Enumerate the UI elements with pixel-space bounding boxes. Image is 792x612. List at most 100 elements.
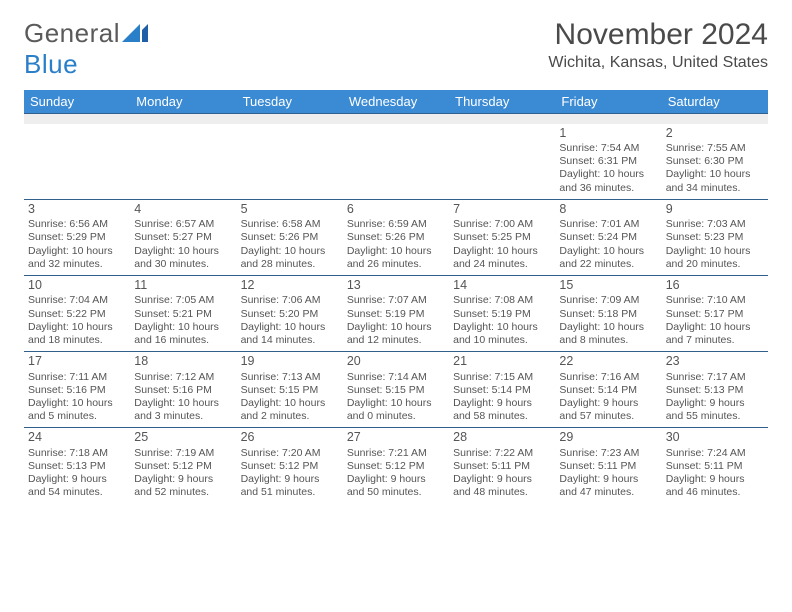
daylight-label: Daylight: 10 hours and 8 minutes. bbox=[559, 321, 657, 347]
day-cell: 4Sunrise: 6:57 AMSunset: 5:27 PMDaylight… bbox=[130, 199, 236, 275]
sunrise-label: Sunrise: 7:05 AM bbox=[134, 294, 232, 307]
sunset-label: Sunset: 5:13 PM bbox=[28, 460, 126, 473]
day-number: 18 bbox=[134, 354, 232, 370]
daylight-label: Daylight: 9 hours and 52 minutes. bbox=[134, 473, 232, 499]
weekday-monday: Monday bbox=[130, 90, 236, 114]
sunset-label: Sunset: 6:30 PM bbox=[666, 155, 764, 168]
sunset-label: Sunset: 5:19 PM bbox=[347, 308, 445, 321]
day-cell: 7Sunrise: 7:00 AMSunset: 5:25 PMDaylight… bbox=[449, 199, 555, 275]
sunrise-label: Sunrise: 7:55 AM bbox=[666, 142, 764, 155]
day-cell bbox=[449, 124, 555, 200]
logo-text-general: General bbox=[24, 18, 120, 48]
daylight-label: Daylight: 9 hours and 48 minutes. bbox=[453, 473, 551, 499]
daylight-label: Daylight: 10 hours and 3 minutes. bbox=[134, 397, 232, 423]
sunset-label: Sunset: 5:20 PM bbox=[241, 308, 339, 321]
day-cell: 27Sunrise: 7:21 AMSunset: 5:12 PMDayligh… bbox=[343, 428, 449, 504]
sunrise-label: Sunrise: 7:13 AM bbox=[241, 371, 339, 384]
day-number: 11 bbox=[134, 278, 232, 294]
day-cell: 24Sunrise: 7:18 AMSunset: 5:13 PMDayligh… bbox=[24, 428, 130, 504]
week-row: 17Sunrise: 7:11 AMSunset: 5:16 PMDayligh… bbox=[24, 351, 768, 427]
day-number: 8 bbox=[559, 202, 657, 218]
weekday-tuesday: Tuesday bbox=[237, 90, 343, 114]
sunset-label: Sunset: 5:12 PM bbox=[241, 460, 339, 473]
sunrise-label: Sunrise: 7:00 AM bbox=[453, 218, 551, 231]
day-cell: 9Sunrise: 7:03 AMSunset: 5:23 PMDaylight… bbox=[662, 199, 768, 275]
day-number: 14 bbox=[453, 278, 551, 294]
daylight-label: Daylight: 10 hours and 22 minutes. bbox=[559, 245, 657, 271]
sunset-label: Sunset: 6:31 PM bbox=[559, 155, 657, 168]
day-number: 4 bbox=[134, 202, 232, 218]
sunset-label: Sunset: 5:11 PM bbox=[453, 460, 551, 473]
day-number: 29 bbox=[559, 430, 657, 446]
day-number: 26 bbox=[241, 430, 339, 446]
day-number: 22 bbox=[559, 354, 657, 370]
day-cell: 23Sunrise: 7:17 AMSunset: 5:13 PMDayligh… bbox=[662, 351, 768, 427]
sunset-label: Sunset: 5:14 PM bbox=[453, 384, 551, 397]
daylight-label: Daylight: 9 hours and 55 minutes. bbox=[666, 397, 764, 423]
sunrise-label: Sunrise: 7:24 AM bbox=[666, 447, 764, 460]
sunrise-label: Sunrise: 7:20 AM bbox=[241, 447, 339, 460]
day-cell: 8Sunrise: 7:01 AMSunset: 5:24 PMDaylight… bbox=[555, 199, 661, 275]
daylight-label: Daylight: 10 hours and 34 minutes. bbox=[666, 168, 764, 194]
daylight-label: Daylight: 10 hours and 12 minutes. bbox=[347, 321, 445, 347]
daylight-label: Daylight: 9 hours and 57 minutes. bbox=[559, 397, 657, 423]
sunrise-label: Sunrise: 7:16 AM bbox=[559, 371, 657, 384]
daylight-label: Daylight: 10 hours and 0 minutes. bbox=[347, 397, 445, 423]
daylight-label: Daylight: 10 hours and 26 minutes. bbox=[347, 245, 445, 271]
day-cell: 26Sunrise: 7:20 AMSunset: 5:12 PMDayligh… bbox=[237, 428, 343, 504]
day-cell: 2Sunrise: 7:55 AMSunset: 6:30 PMDaylight… bbox=[662, 124, 768, 200]
sunset-label: Sunset: 5:23 PM bbox=[666, 231, 764, 244]
day-number: 17 bbox=[28, 354, 126, 370]
day-cell: 19Sunrise: 7:13 AMSunset: 5:15 PMDayligh… bbox=[237, 351, 343, 427]
day-cell bbox=[24, 124, 130, 200]
title-block: November 2024 Wichita, Kansas, United St… bbox=[548, 18, 768, 72]
sunset-label: Sunset: 5:29 PM bbox=[28, 231, 126, 244]
daylight-label: Daylight: 10 hours and 28 minutes. bbox=[241, 245, 339, 271]
day-cell: 6Sunrise: 6:59 AMSunset: 5:26 PMDaylight… bbox=[343, 199, 449, 275]
sunrise-label: Sunrise: 7:07 AM bbox=[347, 294, 445, 307]
logo-text-blue: Blue bbox=[24, 49, 78, 79]
day-number: 21 bbox=[453, 354, 551, 370]
daylight-label: Daylight: 10 hours and 24 minutes. bbox=[453, 245, 551, 271]
sunset-label: Sunset: 5:11 PM bbox=[559, 460, 657, 473]
month-title: November 2024 bbox=[548, 18, 768, 52]
sunset-label: Sunset: 5:15 PM bbox=[241, 384, 339, 397]
sunset-label: Sunset: 5:17 PM bbox=[666, 308, 764, 321]
day-cell: 22Sunrise: 7:16 AMSunset: 5:14 PMDayligh… bbox=[555, 351, 661, 427]
daylight-label: Daylight: 10 hours and 32 minutes. bbox=[28, 245, 126, 271]
sunrise-label: Sunrise: 7:03 AM bbox=[666, 218, 764, 231]
weekday-header-row: Sunday Monday Tuesday Wednesday Thursday… bbox=[24, 90, 768, 114]
calendar-body: 1Sunrise: 7:54 AMSunset: 6:31 PMDaylight… bbox=[24, 114, 768, 504]
sunrise-label: Sunrise: 7:04 AM bbox=[28, 294, 126, 307]
day-cell: 17Sunrise: 7:11 AMSunset: 5:16 PMDayligh… bbox=[24, 351, 130, 427]
day-cell: 3Sunrise: 6:56 AMSunset: 5:29 PMDaylight… bbox=[24, 199, 130, 275]
day-cell: 11Sunrise: 7:05 AMSunset: 5:21 PMDayligh… bbox=[130, 275, 236, 351]
day-cell: 16Sunrise: 7:10 AMSunset: 5:17 PMDayligh… bbox=[662, 275, 768, 351]
sunrise-label: Sunrise: 7:54 AM bbox=[559, 142, 657, 155]
day-number: 10 bbox=[28, 278, 126, 294]
day-number: 20 bbox=[347, 354, 445, 370]
sunset-label: Sunset: 5:22 PM bbox=[28, 308, 126, 321]
spacer-row bbox=[24, 114, 768, 124]
day-cell: 14Sunrise: 7:08 AMSunset: 5:19 PMDayligh… bbox=[449, 275, 555, 351]
sunrise-label: Sunrise: 7:23 AM bbox=[559, 447, 657, 460]
day-cell: 12Sunrise: 7:06 AMSunset: 5:20 PMDayligh… bbox=[237, 275, 343, 351]
week-row: 3Sunrise: 6:56 AMSunset: 5:29 PMDaylight… bbox=[24, 199, 768, 275]
sunset-label: Sunset: 5:19 PM bbox=[453, 308, 551, 321]
day-number: 7 bbox=[453, 202, 551, 218]
day-number: 3 bbox=[28, 202, 126, 218]
sunrise-label: Sunrise: 7:01 AM bbox=[559, 218, 657, 231]
sunset-label: Sunset: 5:16 PM bbox=[134, 384, 232, 397]
page-header: General Blue November 2024 Wichita, Kans… bbox=[24, 18, 768, 80]
daylight-label: Daylight: 10 hours and 16 minutes. bbox=[134, 321, 232, 347]
sunrise-label: Sunrise: 7:12 AM bbox=[134, 371, 232, 384]
day-number: 24 bbox=[28, 430, 126, 446]
day-cell: 30Sunrise: 7:24 AMSunset: 5:11 PMDayligh… bbox=[662, 428, 768, 504]
sunset-label: Sunset: 5:25 PM bbox=[453, 231, 551, 244]
day-number: 15 bbox=[559, 278, 657, 294]
sunset-label: Sunset: 5:12 PM bbox=[134, 460, 232, 473]
day-cell: 13Sunrise: 7:07 AMSunset: 5:19 PMDayligh… bbox=[343, 275, 449, 351]
daylight-label: Daylight: 10 hours and 30 minutes. bbox=[134, 245, 232, 271]
day-number: 12 bbox=[241, 278, 339, 294]
weekday-thursday: Thursday bbox=[449, 90, 555, 114]
